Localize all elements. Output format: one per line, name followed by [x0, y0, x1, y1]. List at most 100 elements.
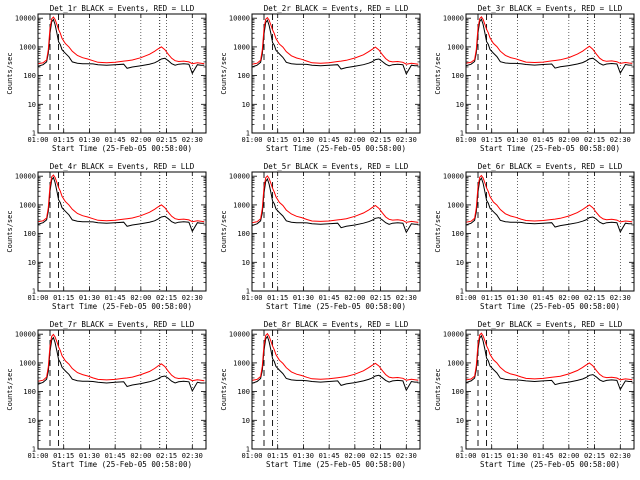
x-tick-label: 02:30: [610, 294, 631, 302]
y-tick-label: 10000: [229, 331, 250, 339]
y-tick-label: 100: [451, 72, 464, 80]
y-tick-label: 10000: [15, 173, 36, 181]
x-tick-label: 01:00: [241, 294, 262, 302]
y-tick-label: 10000: [15, 15, 36, 23]
events-series-line: [252, 335, 419, 392]
x-tick-label: 02:00: [130, 294, 151, 302]
y-tick-label: 1: [246, 446, 250, 454]
x-tick-label: 02:00: [344, 136, 365, 144]
y-tick-label: 1: [32, 288, 36, 296]
x-tick-label: 01:45: [105, 136, 126, 144]
x-tick-label: 02:30: [396, 294, 417, 302]
x-tick-label: 02:15: [156, 452, 177, 460]
y-tick-label: 1000: [447, 359, 464, 367]
y-tick-label: 100: [237, 230, 250, 238]
chart-title: Det_9r BLACK = Events, RED = LLD: [478, 320, 623, 329]
x-tick-label: 02:30: [610, 136, 631, 144]
y-tick-label: 10000: [443, 331, 464, 339]
y-axis-label: Counts/sec: [434, 210, 442, 252]
x-tick-label: 02:00: [558, 294, 579, 302]
y-tick-label: 1000: [233, 359, 250, 367]
y-tick-label: 1: [32, 130, 36, 138]
x-tick-label: 02:30: [396, 452, 417, 460]
chart-title: Det_7r BLACK = Events, RED = LLD: [50, 320, 195, 329]
x-tick-label: 02:00: [558, 452, 579, 460]
x-tick-label: 02:15: [584, 294, 605, 302]
x-axis-label: Start Time (25-Feb-05 00:58:00): [266, 302, 406, 311]
x-tick-label: 02:30: [182, 136, 203, 144]
y-tick-label: 1000: [19, 359, 36, 367]
y-tick-label: 10000: [229, 173, 250, 181]
x-tick-label: 01:00: [241, 136, 262, 144]
y-axis-label: Counts/sec: [220, 210, 228, 252]
x-tick-label: 02:00: [344, 452, 365, 460]
events-series-line: [466, 18, 633, 75]
x-tick-label: 01:00: [455, 136, 476, 144]
x-tick-label: 02:30: [610, 452, 631, 460]
x-axis-label: Start Time (25-Feb-05 00:58:00): [480, 144, 620, 153]
x-tick-label: 02:15: [370, 294, 391, 302]
y-tick-label: 10: [242, 259, 250, 267]
lld-series-line: [252, 16, 419, 65]
y-tick-label: 1: [246, 288, 250, 296]
y-tick-label: 1000: [233, 201, 250, 209]
y-tick-label: 1000: [233, 43, 250, 51]
chart-panel-2: 1 10 100 1000 10000 01:00 01:15 01:30 01:45 02:00…: [220, 4, 421, 153]
chart-title: Det_6r BLACK = Events, RED = LLD: [478, 162, 623, 171]
x-axis-label: Start Time (25-Feb-05 00:58:00): [266, 144, 406, 153]
x-tick-label: 01:00: [241, 452, 262, 460]
chart-panel-6: 1 10 100 1000 10000 01:00 01:15 01:30 01:45 02:00…: [434, 162, 635, 311]
plot-frame: [465, 329, 635, 450]
y-tick-label: 10000: [15, 331, 36, 339]
x-tick-label: 01:45: [319, 294, 340, 302]
y-tick-label: 1: [460, 130, 464, 138]
x-tick-label: 01:15: [53, 452, 74, 460]
x-tick-label: 01:15: [481, 294, 502, 302]
chart-title: Det_4r BLACK = Events, RED = LLD: [50, 162, 195, 171]
x-tick-label: 02:30: [396, 136, 417, 144]
x-tick-label: 01:45: [533, 294, 554, 302]
x-tick-label: 02:15: [370, 452, 391, 460]
chart-title: Det_2r BLACK = Events, RED = LLD: [264, 4, 409, 13]
y-tick-label: 1000: [447, 201, 464, 209]
x-tick-label: 02:00: [130, 452, 151, 460]
chart-title: Det_8r BLACK = Events, RED = LLD: [264, 320, 409, 329]
y-axis-label: Counts/sec: [220, 52, 228, 94]
x-tick-label: 02:15: [156, 294, 177, 302]
x-tick-label: 01:15: [481, 136, 502, 144]
lld-series-line: [466, 15, 633, 64]
lld-series-line: [38, 16, 205, 65]
chart-title: Det_3r BLACK = Events, RED = LLD: [478, 4, 623, 13]
y-axis-label: Counts/sec: [6, 52, 14, 94]
x-tick-label: 01:15: [267, 452, 288, 460]
y-tick-label: 1000: [19, 43, 36, 51]
x-tick-label: 01:30: [79, 452, 100, 460]
y-tick-label: 100: [451, 388, 464, 396]
x-tick-label: 01:45: [319, 452, 340, 460]
lld-series-line: [466, 174, 633, 223]
plot-frame: [37, 329, 207, 450]
chart-title: Det_5r BLACK = Events, RED = LLD: [264, 162, 409, 171]
events-series-line: [466, 334, 633, 391]
x-tick-label: 01:30: [293, 136, 314, 144]
y-tick-label: 10: [28, 417, 36, 425]
y-axis-label: Counts/sec: [434, 368, 442, 410]
y-axis-label: Counts/sec: [6, 368, 14, 410]
y-tick-label: 10: [456, 101, 464, 109]
x-tick-label: 01:00: [27, 136, 48, 144]
x-tick-label: 02:00: [344, 294, 365, 302]
y-tick-label: 100: [237, 388, 250, 396]
y-tick-label: 10: [456, 259, 464, 267]
plot-frame: [251, 329, 421, 450]
y-tick-label: 10: [242, 417, 250, 425]
x-tick-label: 01:45: [105, 294, 126, 302]
y-tick-label: 1: [32, 446, 36, 454]
y-axis-label: Counts/sec: [220, 368, 228, 410]
events-series-line: [252, 19, 419, 76]
x-tick-label: 02:15: [370, 136, 391, 144]
lld-series-line: [252, 332, 419, 381]
lld-series-line: [38, 174, 205, 223]
events-series-line: [38, 176, 205, 233]
plot-frame: [37, 13, 207, 134]
x-tick-label: 01:45: [533, 452, 554, 460]
